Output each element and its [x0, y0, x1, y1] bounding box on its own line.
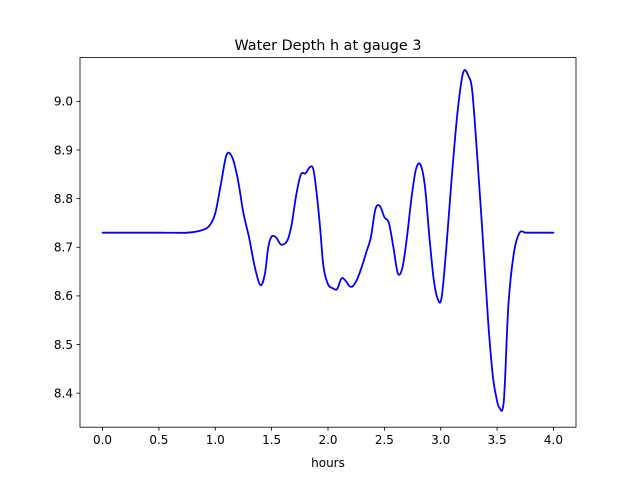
x-tick-label: 2.5	[375, 433, 394, 447]
chart-title: Water Depth h at gauge 3	[234, 38, 421, 54]
x-tick-label: 2.0	[318, 433, 337, 447]
x-tick-label: 3.0	[431, 433, 450, 447]
x-tick-label: 0.0	[93, 433, 112, 447]
x-axis-ticks: 0.0 0.5 1.0 1.5 2.0 2.5 3.0 3.5 4.0	[93, 427, 563, 447]
y-tick-label: 8.7	[54, 241, 73, 255]
y-tick-label: 9.0	[54, 95, 73, 109]
series-line	[101, 69, 555, 412]
y-tick-label: 8.4	[54, 386, 73, 400]
x-tick-label: 3.5	[488, 433, 507, 447]
series-layer	[101, 69, 555, 412]
y-tick-label: 8.9	[54, 143, 73, 157]
y-axis-ticks: 8.4 8.5 8.6 8.7 8.8 8.9 9.0	[54, 95, 80, 400]
y-tick-label: 8.5	[54, 338, 73, 352]
x-axis-label: hours	[311, 456, 345, 470]
x-tick-label: 1.0	[206, 433, 225, 447]
y-tick-label: 8.8	[54, 192, 73, 206]
y-tick-label: 8.6	[54, 289, 73, 303]
x-tick-label: 0.5	[149, 433, 168, 447]
plot-frame	[79, 57, 577, 428]
x-tick-label: 4.0	[544, 433, 563, 447]
x-tick-label: 1.5	[262, 433, 281, 447]
